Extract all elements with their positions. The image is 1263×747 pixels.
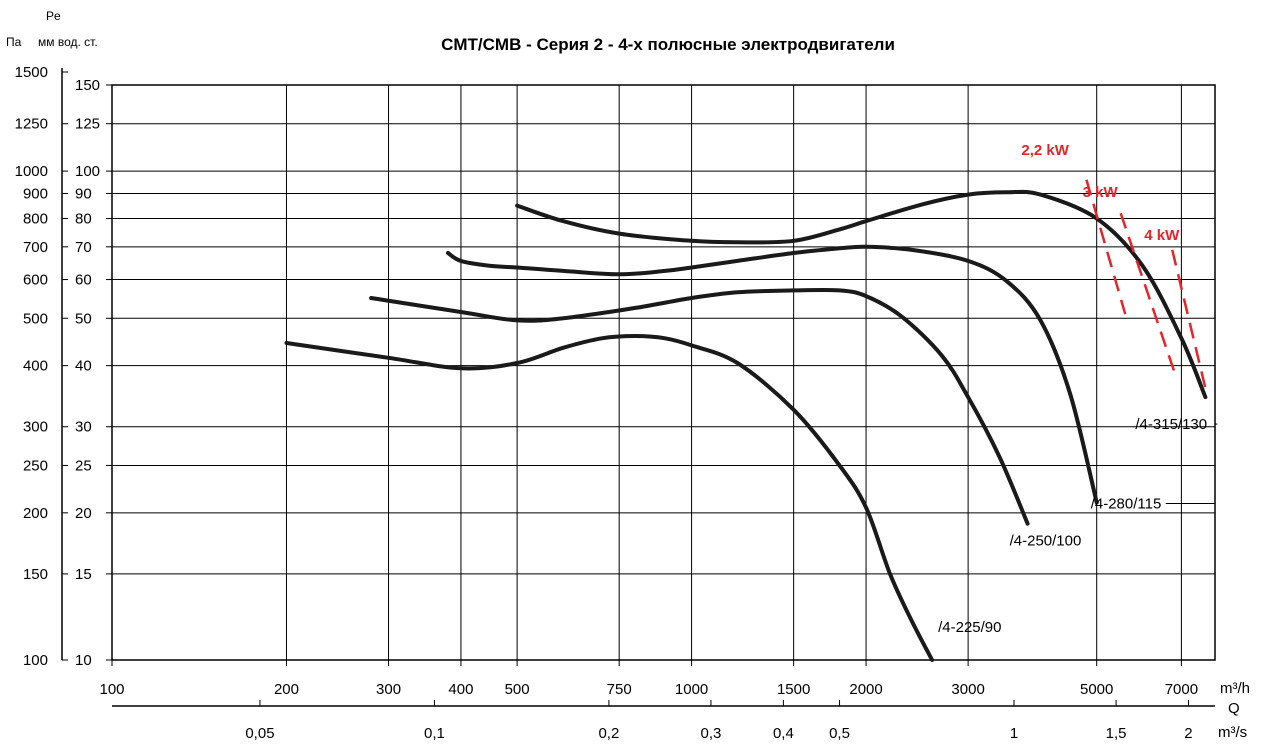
x2-tick-label: 1,5	[1106, 725, 1127, 742]
fan-curve-4-250-100	[369, 287, 1030, 526]
x2-tick-label: 0,3	[701, 725, 722, 742]
y-tick-label: 40	[75, 358, 92, 375]
y-tick-label: 70	[75, 239, 92, 256]
pa-tick-label: 900	[23, 185, 48, 202]
power-label-2-2-kW: 2,2 kW	[1021, 142, 1069, 159]
y-tick-label: 15	[75, 566, 92, 583]
x-axis-label: Q	[1228, 700, 1240, 717]
x-tick-label: 2000	[849, 681, 882, 698]
x2-tick-label: 0,1	[424, 725, 445, 742]
curve-label-4-280-115: /4-280/115	[1091, 495, 1162, 512]
y-tick-label: 25	[75, 457, 92, 474]
x-tick-label: 100	[99, 681, 124, 698]
power-label-3-kW: 3 kW	[1083, 184, 1119, 201]
pa-tick-label: 300	[23, 419, 48, 436]
x2-tick-label: 2	[1184, 725, 1192, 742]
power-line-4-kW	[1171, 249, 1207, 389]
pa-tick-label: 700	[23, 239, 48, 256]
x-tick-label: 500	[505, 681, 530, 698]
x-tick-label: 300	[376, 681, 401, 698]
pa-tick-label: 800	[23, 210, 48, 227]
chart-title: CMT/CMB - Серия 2 - 4-х полюсные электро…	[441, 35, 895, 54]
pa-tick-label: 500	[23, 310, 48, 327]
x2-tick-label: 0,2	[598, 725, 619, 742]
x-tick-label: 1500	[777, 681, 810, 698]
x2-tick-label: 1	[1010, 725, 1018, 742]
fan-curve-4-315-130	[515, 189, 1208, 400]
pa-tick-label: 400	[23, 358, 48, 375]
x-tick-label: 7000	[1165, 681, 1198, 698]
pa-tick-label: 100	[23, 652, 48, 669]
y-right-axis-label: мм вод. ст.	[38, 35, 98, 49]
x-tick-label: 5000	[1080, 681, 1113, 698]
pa-tick-label: 250	[23, 457, 48, 474]
pa-tick-label: 600	[23, 272, 48, 289]
x2-tick-label: 0,4	[773, 725, 794, 742]
y-tick-label: 100	[75, 163, 100, 180]
power-line-3-kW	[1119, 212, 1178, 377]
x-axis-unit-top: m³/h	[1220, 680, 1250, 697]
x-tick-label: 400	[448, 681, 473, 698]
power-label-4-kW: 4 kW	[1144, 227, 1180, 244]
fan-curves: /4-225/90/4-250/100/4-280/115/4-315/130	[284, 189, 1218, 662]
y-tick-label: 50	[75, 310, 92, 327]
y-tick-label: 150	[75, 77, 100, 94]
y-left-axis-label: Па	[6, 35, 22, 49]
curve-label-4-250-100: /4-250/100	[1010, 533, 1082, 550]
x-tick-label: 3000	[951, 681, 984, 698]
grid	[112, 85, 1215, 660]
fan-curve-4-225-90	[284, 334, 935, 662]
axes: 100 200 300 400 500 750 1000 1500 2000 3000 5000 70…	[15, 64, 1216, 742]
pa-tick-label: 1500	[15, 64, 48, 81]
x2-tick-label: 0,5	[829, 725, 850, 742]
y-tick-label: 20	[75, 505, 92, 522]
plot-frame	[111, 84, 1216, 661]
pa-tick-label: 200	[23, 505, 48, 522]
y-tick-label: 10	[75, 652, 92, 669]
y-tick-label: 125	[75, 116, 100, 133]
x-tick-label: 1000	[675, 681, 708, 698]
y-tick-label: 80	[75, 210, 92, 227]
pa-tick-label: 150	[23, 566, 48, 583]
x-tick-label: 750	[607, 681, 632, 698]
curve-label-4-225-90: /4-225/90	[938, 619, 1001, 636]
x2-tick-label: 0,05	[245, 725, 274, 742]
y-tick-label: 90	[75, 185, 92, 202]
y-right-axis-symbol: Pe	[46, 9, 61, 23]
curve-label-4-315-130: /4-315/130	[1135, 416, 1207, 433]
power-lines: 2,2 kW 3 kW 4 kW	[1021, 142, 1207, 389]
y-tick-label: 30	[75, 419, 92, 436]
fan-curve-4-280-115	[446, 244, 1099, 505]
pa-tick-label: 1000	[15, 163, 48, 180]
x-axis-unit-bottom: m³/s	[1218, 724, 1247, 741]
x-tick-label: 200	[274, 681, 299, 698]
y-tick-label: 60	[75, 272, 92, 289]
pa-tick-label: 1250	[15, 116, 48, 133]
